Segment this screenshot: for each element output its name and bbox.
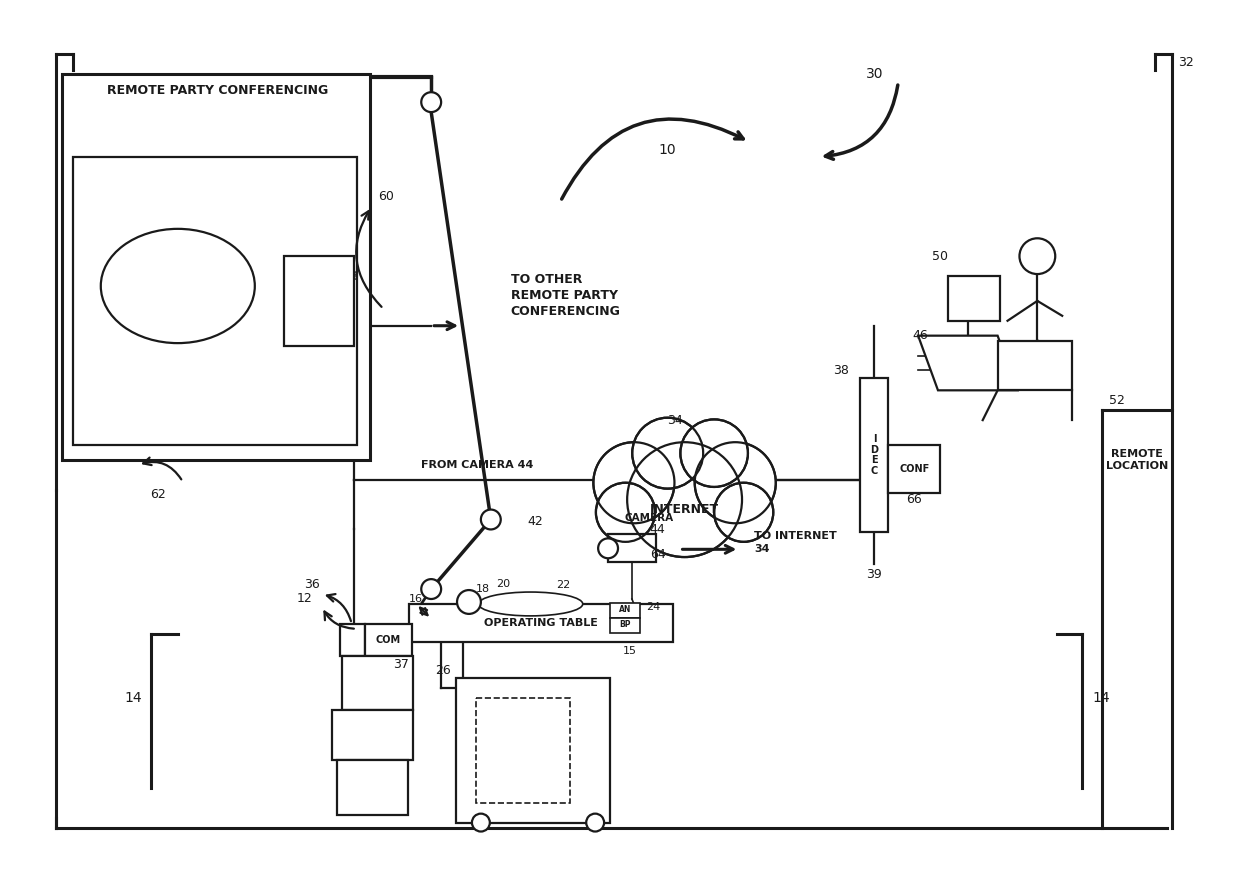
Circle shape (598, 538, 618, 558)
Text: 16: 16 (409, 594, 423, 604)
Bar (476, 699, 570, 803)
Text: 46: 46 (913, 329, 928, 342)
Text: INTERNET: INTERNET (650, 503, 719, 516)
Text: CAMERA: CAMERA (625, 512, 675, 522)
Circle shape (694, 442, 776, 523)
Bar (998, 340, 1073, 391)
Bar (610, 603, 640, 618)
Text: 30: 30 (866, 67, 883, 81)
Text: 62: 62 (170, 294, 186, 304)
Text: 50: 50 (932, 250, 947, 263)
Text: I
D
E
C: I D E C (870, 434, 878, 476)
Circle shape (587, 813, 604, 832)
Text: REMOTE
LOCATION: REMOTE LOCATION (1106, 449, 1168, 471)
Bar (861, 378, 888, 533)
Text: 24: 24 (646, 602, 660, 612)
Bar (73, 157, 357, 445)
Circle shape (472, 813, 490, 832)
Text: 26: 26 (435, 664, 451, 677)
Bar (456, 678, 610, 823)
Bar (340, 624, 365, 655)
Text: 37: 37 (393, 658, 409, 671)
Text: BP: BP (619, 620, 631, 630)
Circle shape (627, 442, 742, 557)
Circle shape (632, 418, 703, 489)
Bar (610, 618, 640, 632)
Bar (888, 445, 940, 493)
Text: 12: 12 (298, 593, 312, 606)
Text: PARTY DISPLAY: PARTY DISPLAY (130, 274, 226, 284)
Bar (409, 604, 672, 642)
Circle shape (422, 93, 441, 112)
Circle shape (422, 579, 441, 599)
Text: 14: 14 (1092, 691, 1110, 706)
Text: 15: 15 (622, 646, 637, 655)
Bar (332, 710, 413, 760)
Ellipse shape (479, 592, 583, 616)
Text: 22: 22 (557, 580, 570, 590)
Text: 14: 14 (124, 691, 141, 706)
Text: PARTY
CONF
DEVICE: PARTY CONF DEVICE (300, 285, 337, 317)
Text: TO INTERNET
34: TO INTERNET 34 (754, 531, 837, 554)
Ellipse shape (100, 228, 254, 343)
Text: 66: 66 (906, 493, 923, 506)
Bar (365, 624, 413, 655)
Bar (342, 655, 413, 710)
Text: OPERATING TABLE: OPERATING TABLE (484, 618, 598, 628)
Text: 15a: 15a (525, 763, 546, 773)
Text: 10: 10 (658, 143, 677, 157)
Polygon shape (918, 336, 1018, 391)
Circle shape (596, 482, 655, 542)
Text: AN: AN (619, 605, 631, 615)
Text: CONF: CONF (899, 464, 929, 474)
Text: FROM CAMERA 44: FROM CAMERA 44 (422, 460, 533, 470)
Text: 44: 44 (650, 523, 666, 536)
Text: REMOTE PARTY CONFERENCING: REMOTE PARTY CONFERENCING (107, 84, 329, 97)
Bar (62, 74, 370, 460)
Text: 32: 32 (1178, 56, 1194, 69)
Text: 34: 34 (667, 414, 682, 427)
Text: 42: 42 (528, 515, 543, 528)
Text: 36: 36 (304, 578, 320, 591)
Text: TO OTHER
REMOTE PARTY
CONFERENCING: TO OTHER REMOTE PARTY CONFERENCING (511, 273, 620, 318)
Text: 62: 62 (150, 488, 166, 501)
Text: 52: 52 (1109, 393, 1125, 407)
Text: 60: 60 (378, 190, 394, 203)
Bar (337, 760, 408, 815)
Bar (608, 534, 656, 562)
Circle shape (1019, 238, 1055, 274)
Text: 38: 38 (833, 364, 848, 377)
Text: 39: 39 (867, 568, 883, 580)
Circle shape (458, 590, 481, 614)
Circle shape (681, 419, 748, 487)
Text: 20: 20 (496, 579, 510, 589)
Text: COM: COM (376, 635, 401, 645)
Text: 68: 68 (342, 270, 357, 282)
Circle shape (481, 510, 501, 529)
Circle shape (594, 442, 675, 523)
Circle shape (714, 482, 774, 542)
Bar (947, 276, 999, 321)
Text: 18: 18 (476, 584, 490, 594)
Text: 64: 64 (650, 548, 666, 561)
Bar (284, 256, 353, 346)
